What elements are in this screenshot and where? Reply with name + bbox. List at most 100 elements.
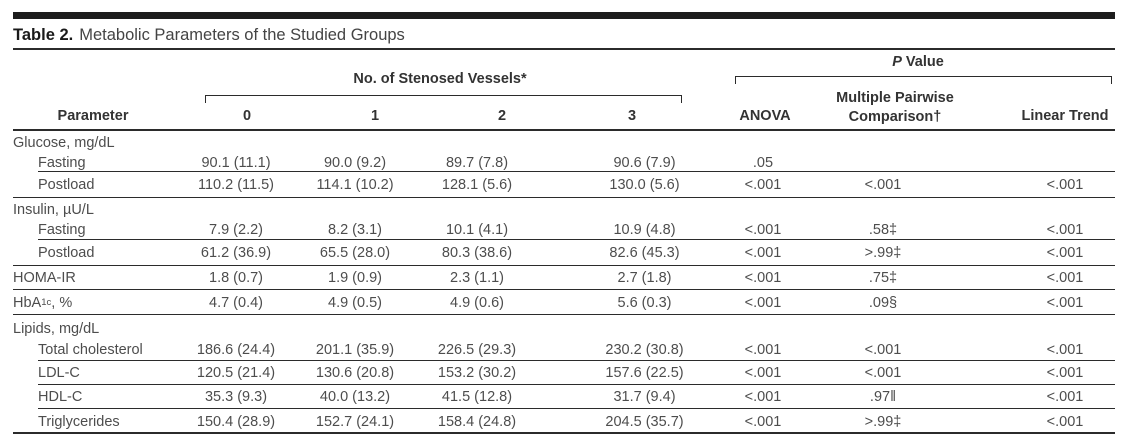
table-row: LDL-C 120.5 (21.4) 130.6 (20.8) 153.2 (30.2… xyxy=(13,361,1115,385)
column-header-vessels-3: 3 xyxy=(627,108,637,124)
column-header-linear-trend: Linear Trend xyxy=(1021,108,1109,124)
cell: 65.5 (28.0) xyxy=(319,245,391,261)
header-rule xyxy=(13,129,1115,131)
cell: 114.1 (10.2) xyxy=(316,177,394,193)
cell xyxy=(826,153,966,172)
cell: 157.6 (22.5) xyxy=(605,365,684,381)
cell: <.001 xyxy=(864,365,902,381)
row-label: Total cholesterol xyxy=(38,342,143,358)
cell: 41.5 (12.8) xyxy=(441,389,513,405)
cell: 152.7 (24.1) xyxy=(315,413,395,430)
cell: .97‖ xyxy=(869,389,897,405)
cell: 10.1 (4.1) xyxy=(445,222,509,238)
cell: <.001 xyxy=(744,413,782,430)
table-row: Triglycerides 150.4 (28.9) 152.7 (24.1) 158… xyxy=(13,409,1115,434)
vessels-bracket xyxy=(205,95,682,103)
cell: 204.5 (35.7) xyxy=(605,413,684,430)
table-body: Glucose, mg/dL Fasting 90.1 (11.1) 90.0 (9.… xyxy=(13,131,1115,434)
cell: 1.8 (0.7) xyxy=(209,270,263,286)
cell: <.001 xyxy=(864,342,902,358)
cell: 2.3 (1.1) xyxy=(450,270,504,286)
cell: <.001 xyxy=(1046,245,1084,261)
cell: <.001 xyxy=(1046,413,1084,430)
cell: 40.0 (13.2) xyxy=(319,389,391,405)
cell: <.001 xyxy=(744,270,782,286)
cell: 153.2 (30.2) xyxy=(437,365,517,381)
cell: <.001 xyxy=(744,389,782,405)
cell: 61.2 (36.9) xyxy=(200,245,272,261)
cell: 226.5 (29.3) xyxy=(437,342,517,358)
cell: 4.7 (0.4) xyxy=(209,294,263,311)
table-row: HOMA-IR 1.8 (0.7) 1.9 (0.9) 2.3 (1.1) 2.7 (1… xyxy=(13,266,1115,290)
cell: 158.4 (24.8) xyxy=(437,413,517,430)
group-row: Glucose, mg/dL xyxy=(13,131,1115,153)
cell: 201.1 (35.9) xyxy=(315,342,395,358)
cell: .09§ xyxy=(868,294,898,311)
table-title: Table 2. Metabolic Parameters of the Stud… xyxy=(13,26,1115,45)
cell: 8.2 (3.1) xyxy=(328,222,382,238)
cell: <.001 xyxy=(744,365,782,381)
column-header-anova: ANOVA xyxy=(739,108,791,124)
table-row: Postload 110.2 (11.5) 114.1 (10.2) 128.1 (5… xyxy=(13,172,1115,198)
cell: 90.6 (7.9) xyxy=(613,154,676,171)
cell: 4.9 (0.5) xyxy=(328,294,382,311)
column-header-pairwise: Multiple Pairwise Comparison† xyxy=(836,90,954,125)
group-label: Glucose, mg/dL xyxy=(13,135,115,151)
table-row: HbA 1c, % 4.7 (0.4) 4.9 (0.5) 4.9 (0.6) 5.6 (… xyxy=(13,290,1115,315)
cell: 35.3 (9.3) xyxy=(204,389,268,405)
row-label: HOMA-IR xyxy=(13,270,76,286)
table-row: Fasting 7.9 (2.2) 8.2 (3.1) 10.1 (4.1) 10.9 … xyxy=(13,220,1115,240)
cell: <.001 xyxy=(864,177,902,193)
cell: 5.6 (0.3) xyxy=(617,294,672,311)
cell: 120.5 (21.4) xyxy=(196,365,276,381)
cell: .75‡ xyxy=(868,270,898,286)
cell: 230.2 (30.8) xyxy=(605,342,684,358)
cell xyxy=(966,153,1115,172)
pvalue-p: P xyxy=(892,54,902,70)
table-row: Postload 61.2 (36.9) 65.5 (28.0) 80.3 (38.6… xyxy=(13,240,1115,266)
cell: <.001 xyxy=(1046,342,1084,358)
column-header-vessels-1: 1 xyxy=(370,108,380,124)
cell: 1.9 (0.9) xyxy=(328,270,382,286)
cell: 90.1 (11.1) xyxy=(201,154,271,171)
cell: .05 xyxy=(752,154,774,171)
row-label: Fasting xyxy=(38,222,86,238)
vessels-group-header: No. of Stenosed Vessels* xyxy=(353,71,527,87)
table-number: Table 2. xyxy=(13,26,74,44)
column-header-vessels-0: 0 xyxy=(242,108,252,124)
cell: <.001 xyxy=(1046,222,1084,238)
cell: 7.9 (2.2) xyxy=(209,222,263,238)
cell: >.99‡ xyxy=(864,245,902,261)
table-row: Total cholesterol 186.6 (24.4) 201.1 (35.9… xyxy=(13,339,1115,361)
cell: <.001 xyxy=(1046,365,1084,381)
cell: <.001 xyxy=(1046,294,1084,311)
cell: 128.1 (5.6) xyxy=(441,177,513,193)
cell: 150.4 (28.9) xyxy=(196,413,276,430)
cell: 130.6 (20.8) xyxy=(315,365,395,381)
cell: <.001 xyxy=(1046,270,1084,286)
cell: >.99‡ xyxy=(864,413,902,430)
cell: <.001 xyxy=(744,245,782,261)
cell: 4.9 (0.6) xyxy=(450,294,504,311)
table-top-bar xyxy=(13,12,1115,19)
cell: <.001 xyxy=(744,294,782,311)
row-label: Postload xyxy=(38,177,95,193)
cell: 10.9 (4.8) xyxy=(613,222,676,238)
cell: <.001 xyxy=(744,222,782,238)
group-row: Insulin, µU/L xyxy=(13,198,1115,220)
cell: 80.3 (38.6) xyxy=(441,245,513,261)
cell: 186.6 (24.4) xyxy=(196,342,276,358)
table-row: Fasting 90.1 (11.1) 90.0 (9.2) 89.7 (7.8) 90… xyxy=(13,153,1115,172)
cell: 31.7 (9.4) xyxy=(613,389,676,405)
row-label: LDL-C xyxy=(38,365,80,381)
cell: <.001 xyxy=(1046,389,1084,405)
cell: 82.6 (45.3) xyxy=(609,245,680,261)
row-label: HbA 1c, % xyxy=(13,294,73,311)
cell: <.001 xyxy=(744,342,782,358)
row-label: Fasting xyxy=(38,154,86,171)
table-row: HDL-C 35.3 (9.3) 40.0 (13.2) 41.5 (12.8) 31.… xyxy=(13,385,1115,409)
group-row: Lipids, mg/dL xyxy=(13,315,1115,339)
cell: 89.7 (7.8) xyxy=(445,154,509,171)
cell: 90.0 (9.2) xyxy=(323,154,387,171)
